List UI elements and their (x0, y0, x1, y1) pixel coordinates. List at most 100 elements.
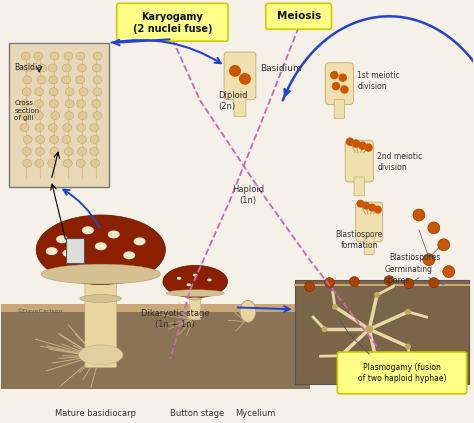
Text: Dikaryotic stage
(1n + 1n): Dikaryotic stage (1n + 1n) (141, 309, 210, 330)
Text: Karyogamy
(2 nuclei fuse): Karyogamy (2 nuclei fuse) (133, 12, 212, 34)
Circle shape (374, 360, 380, 366)
Ellipse shape (22, 148, 31, 155)
Ellipse shape (64, 52, 73, 60)
FancyBboxPatch shape (1, 305, 310, 312)
Ellipse shape (48, 159, 57, 167)
Ellipse shape (65, 100, 74, 108)
Circle shape (332, 304, 338, 310)
Ellipse shape (93, 88, 102, 96)
Text: Blastiospore
formation: Blastiospore formation (336, 230, 383, 250)
Ellipse shape (41, 264, 161, 284)
Ellipse shape (50, 52, 59, 60)
Ellipse shape (62, 64, 71, 72)
Ellipse shape (64, 148, 73, 155)
Text: Germinating
spores: Germinating spores (384, 264, 432, 285)
Ellipse shape (64, 159, 72, 167)
Ellipse shape (75, 76, 84, 84)
Ellipse shape (62, 76, 71, 84)
Ellipse shape (20, 100, 29, 108)
Ellipse shape (51, 112, 60, 120)
Ellipse shape (93, 112, 102, 120)
FancyBboxPatch shape (234, 95, 246, 117)
Ellipse shape (63, 124, 72, 132)
Ellipse shape (90, 124, 99, 132)
Circle shape (443, 266, 455, 277)
Ellipse shape (79, 88, 88, 96)
Ellipse shape (78, 135, 86, 143)
Ellipse shape (78, 112, 87, 120)
Text: Haploid
(1n): Haploid (1n) (232, 185, 264, 205)
Ellipse shape (22, 88, 31, 96)
Ellipse shape (76, 52, 85, 60)
Ellipse shape (50, 148, 59, 155)
Text: Cross
section
of gill: Cross section of gill (14, 100, 39, 121)
Ellipse shape (48, 124, 57, 132)
Ellipse shape (80, 294, 122, 302)
Circle shape (239, 73, 251, 85)
Ellipse shape (108, 231, 120, 239)
Ellipse shape (65, 88, 74, 96)
Circle shape (352, 140, 360, 148)
Ellipse shape (76, 100, 85, 108)
Ellipse shape (36, 215, 165, 285)
Ellipse shape (65, 112, 73, 120)
Ellipse shape (21, 52, 30, 60)
Text: Basidium: Basidium (260, 64, 301, 74)
FancyBboxPatch shape (117, 3, 228, 41)
Ellipse shape (56, 235, 68, 243)
FancyBboxPatch shape (295, 280, 469, 384)
Circle shape (330, 71, 338, 80)
Circle shape (305, 282, 315, 291)
Ellipse shape (77, 64, 86, 72)
Ellipse shape (35, 124, 44, 132)
FancyBboxPatch shape (9, 43, 109, 187)
Text: Basidia: Basidia (14, 63, 42, 72)
Ellipse shape (92, 100, 100, 108)
FancyBboxPatch shape (356, 202, 383, 242)
Ellipse shape (134, 237, 146, 245)
Ellipse shape (177, 277, 182, 280)
Ellipse shape (91, 159, 100, 167)
Ellipse shape (20, 124, 29, 132)
Circle shape (349, 277, 359, 286)
Circle shape (428, 222, 440, 234)
FancyBboxPatch shape (190, 293, 201, 320)
Ellipse shape (166, 290, 224, 297)
Ellipse shape (24, 64, 33, 72)
Circle shape (429, 277, 439, 288)
Ellipse shape (49, 88, 58, 96)
Ellipse shape (82, 226, 94, 234)
Ellipse shape (37, 76, 46, 84)
Ellipse shape (48, 64, 57, 72)
Ellipse shape (20, 112, 29, 120)
Ellipse shape (49, 100, 58, 108)
Circle shape (365, 143, 373, 152)
Circle shape (356, 200, 365, 208)
Ellipse shape (92, 64, 101, 72)
Circle shape (374, 206, 382, 214)
Circle shape (337, 353, 344, 359)
Circle shape (368, 203, 376, 212)
Ellipse shape (93, 76, 102, 84)
Ellipse shape (77, 124, 86, 132)
Circle shape (229, 65, 241, 77)
Ellipse shape (23, 76, 32, 84)
Ellipse shape (207, 278, 212, 281)
Ellipse shape (90, 148, 99, 155)
Text: Blastiospores: Blastiospores (389, 253, 440, 262)
FancyBboxPatch shape (66, 238, 84, 263)
Ellipse shape (23, 159, 32, 167)
Circle shape (325, 277, 335, 288)
Circle shape (405, 343, 411, 349)
Ellipse shape (35, 100, 43, 108)
Ellipse shape (123, 251, 135, 259)
FancyBboxPatch shape (1, 200, 310, 309)
Ellipse shape (35, 88, 44, 96)
Text: Diploid
(2n): Diploid (2n) (218, 91, 247, 111)
Ellipse shape (23, 135, 32, 143)
Circle shape (340, 85, 349, 94)
Text: 2nd meiotic
division: 2nd meiotic division (377, 152, 422, 173)
Text: Meiosis: Meiosis (276, 11, 321, 21)
Ellipse shape (37, 64, 46, 72)
FancyBboxPatch shape (334, 99, 345, 118)
